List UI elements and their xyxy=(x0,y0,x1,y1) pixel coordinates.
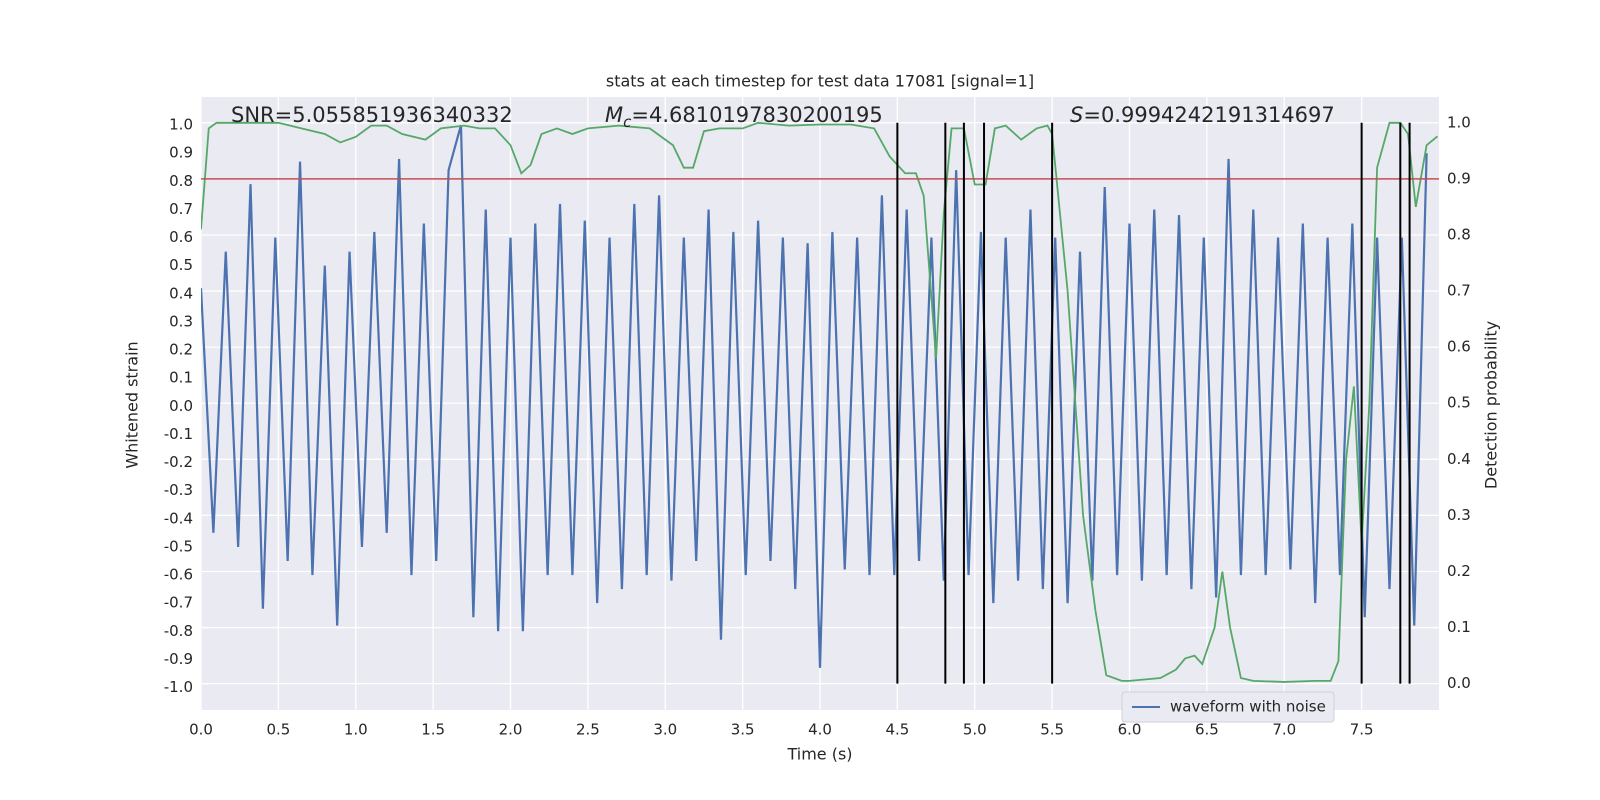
x-tick-label: 1.0 xyxy=(344,721,368,739)
waveform-line xyxy=(201,124,1428,668)
y-tick-label: -0.7 xyxy=(164,594,193,612)
y2-tick-label: 0.1 xyxy=(1447,618,1471,636)
y-tick-label: 1.0 xyxy=(169,116,193,134)
y2-tick-label: 0.6 xyxy=(1447,338,1471,356)
y-tick-label: 0.4 xyxy=(169,284,193,302)
y-tick-label: -0.3 xyxy=(164,481,193,499)
y-axis-label: Whitened strain xyxy=(123,341,142,468)
y-tick-label: 0.5 xyxy=(169,256,193,274)
y-tick-label: -0.8 xyxy=(164,622,193,640)
x-axis-label: Time (s) xyxy=(786,745,852,764)
x-tick-label: 3.5 xyxy=(731,721,755,739)
x-tick-label: 5.5 xyxy=(1040,721,1064,739)
y-tick-label: -0.1 xyxy=(164,425,193,443)
x-tick-label: 7.5 xyxy=(1350,721,1374,739)
y-tick-label: 0.8 xyxy=(169,172,193,190)
chart-title: stats at each timestep for test data 170… xyxy=(606,72,1034,91)
annotation-text: =0.9994242191314697 xyxy=(1083,103,1334,127)
x-tick-label: 1.5 xyxy=(421,721,445,739)
y-tick-label: -0.2 xyxy=(164,453,193,471)
y-tick-label: -0.9 xyxy=(164,650,193,668)
y-tick-label: -1.0 xyxy=(164,678,193,696)
y2-axis-label: Detection probability xyxy=(1482,321,1501,489)
x-tick-label: 6.0 xyxy=(1118,721,1142,739)
plot-layer xyxy=(201,121,1439,684)
y-tick-label: 0.3 xyxy=(169,312,193,330)
y2-tick-label: 0.0 xyxy=(1447,674,1471,692)
annotation-subscript: c xyxy=(623,113,632,131)
y-tick-label: 0.0 xyxy=(169,397,193,415)
x-tick-label: 5.0 xyxy=(963,721,987,739)
x-tick-label: 2.5 xyxy=(576,721,600,739)
y2-tick-label: 0.8 xyxy=(1447,225,1471,243)
annotation: S=0.9994242191314697 xyxy=(1070,103,1335,127)
y2-tick-label: 0.3 xyxy=(1447,506,1471,524)
x-tick-label: 4.0 xyxy=(808,721,832,739)
annotation: Mc=4.6810197830200195 xyxy=(605,103,883,131)
x-tick-label: 2.0 xyxy=(499,721,523,739)
y2-tick-label: 0.2 xyxy=(1447,562,1471,580)
annotation: SNR=5.055851936340332 xyxy=(231,103,513,127)
y2-tick-label: 0.9 xyxy=(1447,169,1471,187)
y-tick-label: 0.6 xyxy=(169,228,193,246)
legend-label: waveform with noise xyxy=(1170,698,1326,716)
y2-tick-label: 1.0 xyxy=(1447,113,1471,131)
y-tick-label: 0.1 xyxy=(169,369,193,387)
annotation-symbol: S xyxy=(1070,103,1083,127)
y-tick-label: 0.9 xyxy=(169,144,193,162)
y2-tick-label: 0.7 xyxy=(1447,282,1471,300)
y2-tick-label: 0.5 xyxy=(1447,394,1471,412)
annotation-text: SNR=5.055851936340332 xyxy=(231,103,513,127)
x-tick-label: 6.5 xyxy=(1195,721,1219,739)
y-tick-label: 0.7 xyxy=(169,200,193,218)
x-tick-label: 3.0 xyxy=(653,721,677,739)
x-tick-label: 0.0 xyxy=(189,721,213,739)
y-tick-label: 0.2 xyxy=(169,341,193,359)
y2-tick-label: 0.4 xyxy=(1447,450,1471,468)
x-tick-label: 7.0 xyxy=(1272,721,1296,739)
y-tick-label: -0.6 xyxy=(164,566,193,584)
annotation-symbol: M xyxy=(605,103,623,127)
y-tick-label: -0.5 xyxy=(164,537,193,555)
x-tick-label: 0.5 xyxy=(266,721,290,739)
y-tick-label: -0.4 xyxy=(164,509,193,527)
x-tick-label: 4.5 xyxy=(885,721,909,739)
probability-line xyxy=(201,121,1439,683)
legend-box xyxy=(1121,691,1335,723)
annotation-text: =4.6810197830200195 xyxy=(631,103,882,127)
